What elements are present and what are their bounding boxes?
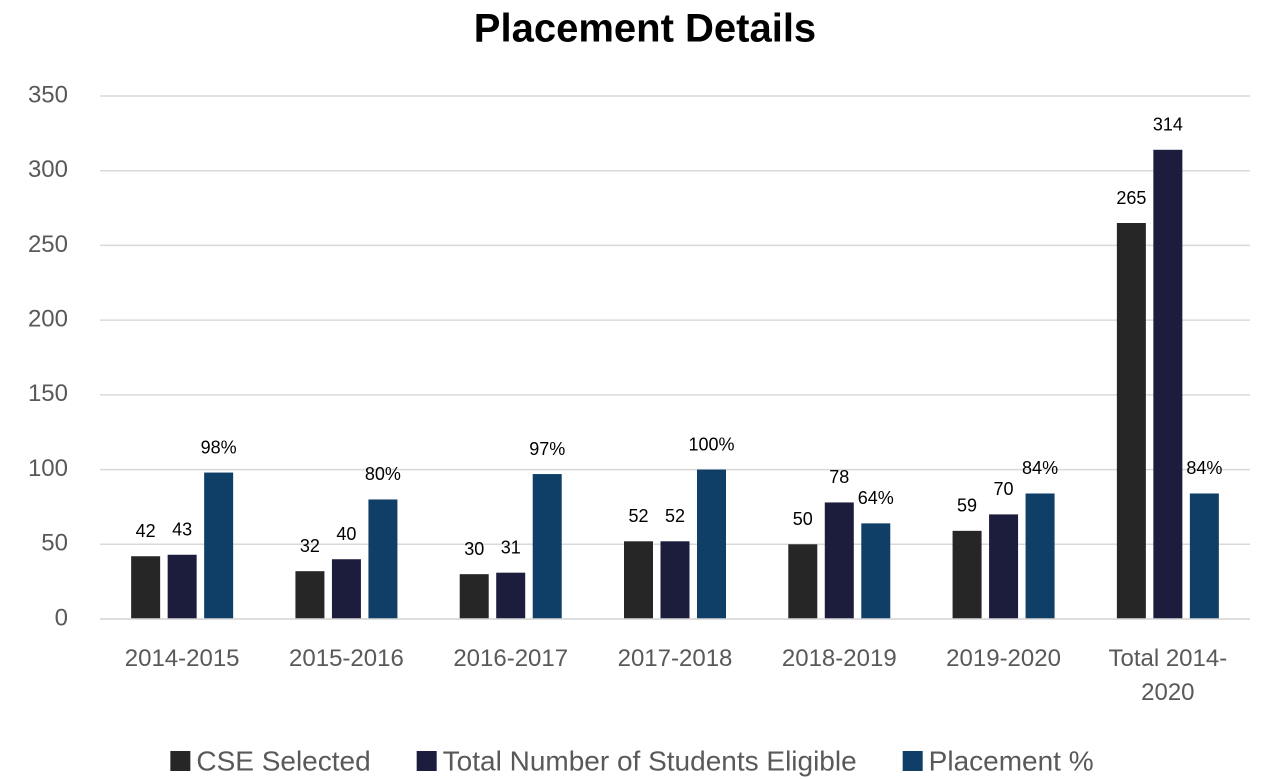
- data-label: 265: [1116, 188, 1146, 208]
- data-label: 98%: [201, 437, 237, 457]
- bar: [1189, 493, 1219, 619]
- y-tick-label: 0: [55, 604, 68, 631]
- data-label: 43: [172, 519, 192, 539]
- legend-swatch: [416, 751, 437, 771]
- data-label: 32: [300, 536, 320, 556]
- legend-label: Total Number of Students Eligible: [443, 745, 857, 776]
- legend-label: Placement %: [929, 745, 1094, 776]
- bar: [824, 502, 854, 619]
- data-label: 314: [1153, 115, 1183, 135]
- data-label: 52: [628, 506, 648, 526]
- x-tick-label: 2015-2016: [289, 645, 404, 672]
- bar: [368, 499, 398, 619]
- bar: [295, 571, 325, 619]
- x-tick-label: 2019-2020: [946, 645, 1061, 672]
- data-label: 80%: [365, 464, 401, 484]
- data-label: 40: [336, 524, 356, 544]
- bar: [167, 554, 197, 619]
- y-tick-label: 50: [41, 530, 68, 557]
- bar: [989, 514, 1019, 619]
- data-label: 50: [793, 509, 813, 529]
- y-tick-label: 250: [28, 231, 68, 258]
- data-label: 84%: [1022, 458, 1058, 478]
- data-label: 84%: [1186, 458, 1222, 478]
- bar: [861, 523, 891, 619]
- data-label: 42: [136, 521, 156, 541]
- data-label: 100%: [688, 434, 734, 454]
- x-tick-label: Total 2014-2020: [1108, 645, 1228, 706]
- bar: [131, 556, 161, 619]
- data-label: 97%: [529, 439, 565, 459]
- data-label: 52: [665, 506, 685, 526]
- bar: [204, 472, 234, 619]
- bar: [952, 530, 982, 619]
- data-label: 70: [994, 479, 1014, 499]
- bar: [532, 474, 562, 619]
- data-label: 30: [464, 539, 484, 559]
- legend-label: CSE Selected: [196, 745, 370, 776]
- data-label: 59: [957, 496, 977, 516]
- x-tick-label: 2016-2017: [453, 645, 569, 672]
- data-label: 31: [501, 537, 521, 557]
- data-label: 64%: [858, 488, 894, 508]
- bar: [496, 572, 526, 619]
- bar: [1025, 493, 1055, 619]
- y-tick-label: 150: [28, 380, 68, 407]
- x-tick-label: 2018-2019: [781, 645, 897, 672]
- bar: [459, 574, 489, 619]
- bar: [697, 469, 726, 619]
- y-tick-label: 200: [28, 305, 68, 332]
- bar: [624, 541, 653, 619]
- bar: [1153, 149, 1183, 619]
- bar: [660, 541, 690, 619]
- y-tick-label: 300: [28, 156, 68, 183]
- data-label: 78: [829, 467, 849, 487]
- bar: [1116, 223, 1146, 619]
- y-tick-label: 350: [28, 81, 68, 108]
- x-tick-label: 2014-2015: [124, 645, 240, 672]
- bar: [331, 559, 361, 619]
- y-tick-label: 100: [28, 455, 68, 482]
- chart-title: Placement Details: [474, 7, 816, 51]
- legend-swatch: [902, 751, 923, 771]
- x-tick-label: 2017-2018: [617, 645, 733, 672]
- bar: [788, 544, 818, 619]
- legend-swatch: [170, 751, 191, 771]
